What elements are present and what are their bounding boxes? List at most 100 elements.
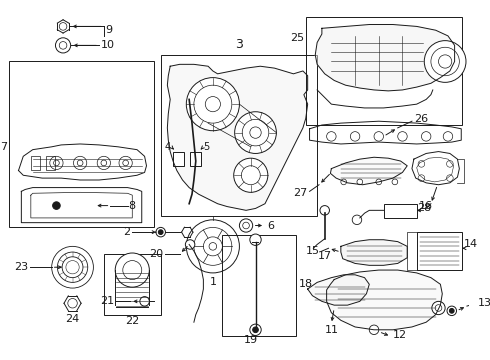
Text: 20: 20 — [149, 249, 164, 259]
Circle shape — [424, 41, 466, 82]
Circle shape — [66, 261, 79, 274]
Text: 12: 12 — [393, 329, 407, 339]
Circle shape — [352, 215, 362, 225]
Text: 9: 9 — [106, 25, 113, 35]
Circle shape — [68, 298, 77, 308]
Text: 19: 19 — [244, 334, 258, 345]
Text: 17: 17 — [318, 251, 332, 261]
Text: 1: 1 — [209, 277, 217, 287]
Circle shape — [253, 327, 258, 333]
Circle shape — [418, 175, 425, 181]
Bar — [173, 152, 184, 166]
Circle shape — [374, 132, 384, 141]
Circle shape — [101, 160, 107, 166]
Circle shape — [156, 228, 166, 237]
Text: 5: 5 — [203, 142, 210, 152]
Circle shape — [209, 243, 217, 250]
Circle shape — [185, 240, 195, 249]
Circle shape — [59, 42, 67, 49]
Circle shape — [432, 301, 445, 315]
Circle shape — [421, 132, 431, 141]
Circle shape — [341, 179, 346, 185]
Circle shape — [186, 220, 240, 273]
Text: 7: 7 — [0, 142, 7, 152]
Text: 8: 8 — [128, 201, 136, 211]
Circle shape — [53, 160, 59, 166]
Circle shape — [357, 179, 363, 185]
Text: 3: 3 — [236, 38, 244, 51]
Text: 28: 28 — [416, 203, 431, 213]
Circle shape — [119, 156, 132, 170]
Polygon shape — [341, 240, 407, 265]
Circle shape — [250, 324, 261, 336]
Bar — [384, 204, 416, 218]
Circle shape — [194, 228, 232, 265]
Circle shape — [398, 132, 407, 141]
Circle shape — [241, 166, 260, 185]
Circle shape — [392, 179, 398, 185]
Circle shape — [97, 156, 110, 170]
Text: 21: 21 — [100, 296, 114, 306]
Circle shape — [123, 261, 142, 280]
Circle shape — [447, 306, 457, 316]
Circle shape — [443, 132, 453, 141]
Circle shape — [446, 161, 453, 167]
Circle shape — [235, 112, 276, 153]
Text: 22: 22 — [125, 316, 139, 325]
Text: 14: 14 — [464, 239, 478, 249]
Bar — [9, 62, 154, 228]
Polygon shape — [168, 64, 308, 210]
Text: 25: 25 — [290, 33, 304, 43]
Polygon shape — [327, 270, 442, 330]
Bar — [46, 156, 55, 170]
Circle shape — [158, 230, 163, 234]
Circle shape — [59, 23, 67, 30]
Circle shape — [418, 161, 425, 167]
Circle shape — [240, 219, 253, 232]
Text: 23: 23 — [14, 262, 28, 272]
Text: 10: 10 — [101, 40, 115, 50]
Circle shape — [376, 179, 382, 185]
Circle shape — [77, 160, 83, 166]
Bar — [306, 17, 462, 125]
Circle shape — [123, 160, 128, 166]
Circle shape — [250, 127, 261, 138]
Circle shape — [243, 222, 249, 229]
Circle shape — [62, 257, 83, 278]
Bar — [104, 254, 161, 315]
Circle shape — [431, 47, 459, 76]
Polygon shape — [315, 24, 455, 91]
Circle shape — [205, 96, 221, 112]
Circle shape — [449, 309, 454, 313]
Text: 26: 26 — [414, 114, 428, 124]
Circle shape — [435, 305, 442, 311]
Circle shape — [74, 156, 87, 170]
Circle shape — [203, 237, 222, 256]
Circle shape — [234, 158, 268, 192]
Circle shape — [327, 132, 336, 141]
Circle shape — [55, 38, 71, 53]
Text: 11: 11 — [324, 325, 339, 335]
Circle shape — [439, 55, 452, 68]
Circle shape — [369, 325, 379, 334]
Circle shape — [51, 246, 94, 288]
Bar — [161, 55, 317, 216]
Circle shape — [186, 78, 240, 131]
Text: 2: 2 — [123, 227, 130, 237]
Circle shape — [320, 206, 329, 215]
Bar — [416, 232, 462, 270]
Text: 15: 15 — [306, 246, 320, 256]
Text: 18: 18 — [299, 279, 313, 289]
Text: 4: 4 — [165, 142, 171, 152]
Bar — [31, 156, 40, 170]
Circle shape — [194, 85, 232, 123]
Bar — [222, 235, 296, 337]
Polygon shape — [308, 275, 369, 305]
Circle shape — [50, 156, 63, 170]
Circle shape — [250, 234, 261, 246]
Text: 6: 6 — [267, 221, 274, 230]
Text: 16: 16 — [418, 201, 433, 211]
Text: 27: 27 — [294, 188, 308, 198]
Bar — [190, 152, 201, 166]
Circle shape — [350, 132, 360, 141]
